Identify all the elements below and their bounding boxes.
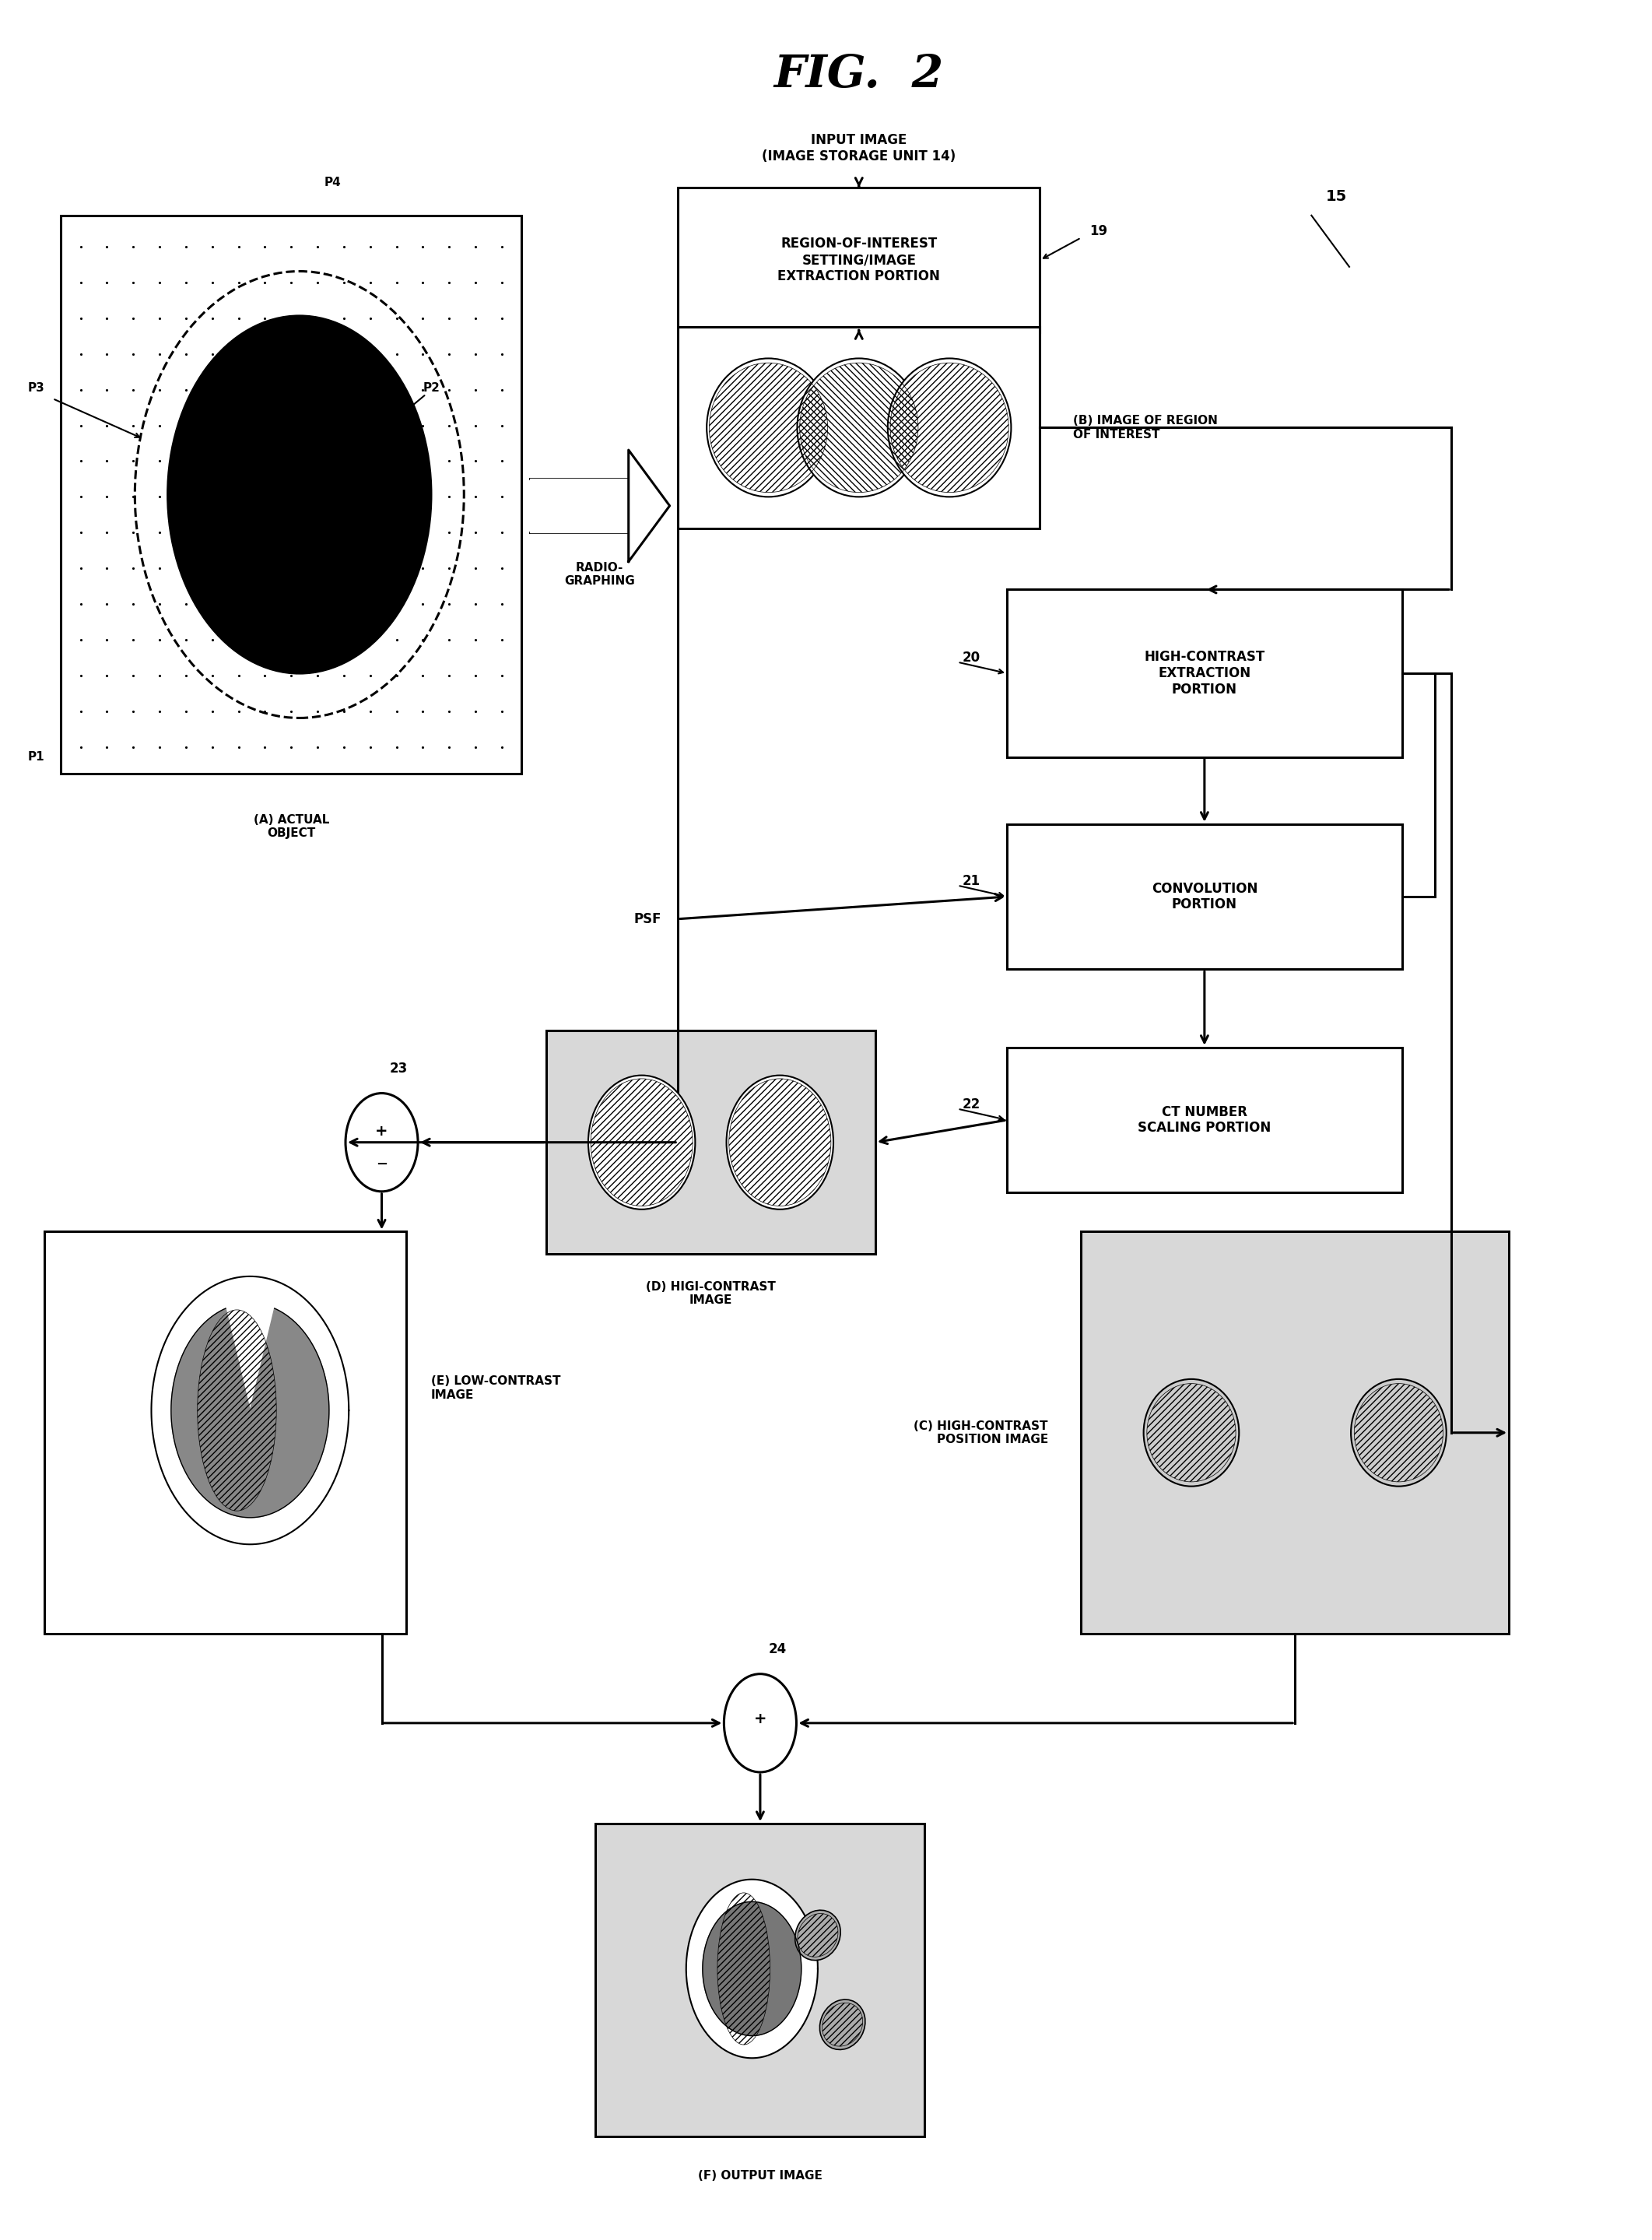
Bar [1080, 1232, 1508, 1633]
Text: 24: 24 [768, 1642, 786, 1655]
Circle shape [373, 461, 406, 506]
Text: P4: P4 [324, 177, 340, 188]
Bar [1008, 1048, 1403, 1192]
Text: 19: 19 [1089, 224, 1107, 237]
Text: FIG.  2: FIG. 2 [775, 54, 943, 96]
Text: 20: 20 [963, 650, 981, 665]
Text: 23: 23 [390, 1062, 408, 1075]
Text: CT NUMBER
SCALING PORTION: CT NUMBER SCALING PORTION [1138, 1104, 1270, 1136]
Ellipse shape [727, 1075, 833, 1210]
Bar [677, 188, 1039, 334]
Text: −: − [375, 1158, 388, 1172]
Circle shape [253, 399, 378, 569]
Text: CONVOLUTION
PORTION: CONVOLUTION PORTION [1151, 883, 1257, 912]
Text: PSF: PSF [634, 912, 661, 925]
Polygon shape [152, 1277, 349, 1543]
Ellipse shape [588, 1075, 695, 1210]
Text: P3: P3 [28, 383, 45, 394]
Ellipse shape [887, 358, 1011, 497]
Text: (B) IMAGE OF REGION
OF INTEREST: (B) IMAGE OF REGION OF INTEREST [1072, 414, 1218, 441]
Polygon shape [628, 450, 669, 562]
Bar [61, 215, 522, 773]
Polygon shape [686, 1879, 818, 2059]
Ellipse shape [1351, 1380, 1447, 1487]
Bar [677, 327, 1039, 529]
Ellipse shape [819, 2000, 866, 2050]
Ellipse shape [707, 358, 829, 497]
Text: RADIO-
GRAPHING: RADIO- GRAPHING [565, 562, 634, 587]
Bar [1008, 589, 1403, 757]
Text: +: + [375, 1124, 388, 1138]
Polygon shape [702, 1902, 801, 2036]
Text: HIGH-CONTRAST
EXTRACTION
PORTION: HIGH-CONTRAST EXTRACTION PORTION [1145, 650, 1265, 697]
Ellipse shape [1143, 1380, 1239, 1487]
Text: P1: P1 [28, 750, 45, 762]
Text: 21: 21 [963, 874, 981, 887]
Circle shape [169, 316, 431, 674]
Text: (A) ACTUAL
OBJECT: (A) ACTUAL OBJECT [253, 813, 329, 840]
Text: REGION-OF-INTEREST
SETTING/IMAGE
EXTRACTION PORTION: REGION-OF-INTEREST SETTING/IMAGE EXTRACT… [778, 237, 940, 282]
Text: (C) HIGH-CONTRAST
POSITION IMAGE: (C) HIGH-CONTRAST POSITION IMAGE [914, 1420, 1047, 1445]
Text: INPUT IMAGE
(IMAGE STORAGE UNIT 14): INPUT IMAGE (IMAGE STORAGE UNIT 14) [762, 134, 957, 164]
Text: 22: 22 [963, 1098, 981, 1111]
Circle shape [216, 461, 249, 506]
Polygon shape [172, 1308, 329, 1516]
Text: +: + [753, 1711, 767, 1727]
Bar [45, 1232, 406, 1633]
Text: 15: 15 [1325, 190, 1346, 204]
Text: (F) OUTPUT IMAGE: (F) OUTPUT IMAGE [699, 2171, 823, 2182]
Bar [596, 1823, 925, 2137]
Text: (D) HIGI-CONTRAST
IMAGE: (D) HIGI-CONTRAST IMAGE [646, 1281, 776, 1306]
Bar [547, 1030, 876, 1254]
Ellipse shape [795, 1911, 841, 1960]
Ellipse shape [798, 358, 920, 497]
Text: P2: P2 [423, 383, 439, 394]
Bar [1008, 824, 1403, 970]
Text: (E) LOW-CONTRAST
IMAGE: (E) LOW-CONTRAST IMAGE [431, 1375, 560, 1400]
